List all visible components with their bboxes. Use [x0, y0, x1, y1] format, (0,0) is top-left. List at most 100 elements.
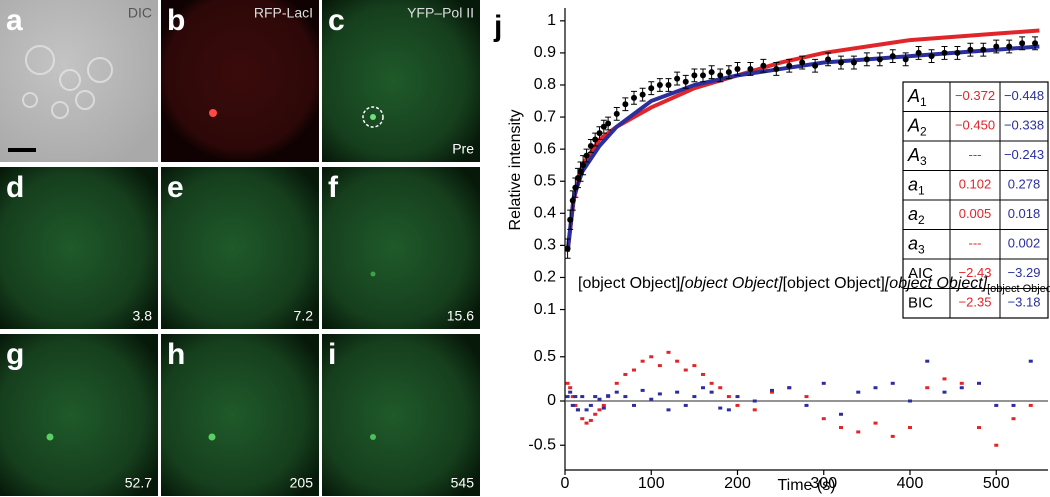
data-point: [569, 197, 576, 204]
data-point: [691, 72, 698, 79]
data-point: [1032, 40, 1039, 47]
residual-point: [632, 403, 636, 407]
row-symbol: a: [908, 233, 918, 253]
residual-point: [856, 430, 861, 434]
data-point: [786, 62, 793, 69]
cell-texture: [75, 90, 95, 110]
data-point: [708, 69, 715, 76]
residual-point: [735, 395, 740, 399]
residual-point: [873, 386, 878, 390]
spot: [370, 271, 376, 277]
row-subscript: 1: [918, 183, 925, 197]
residual-point: [709, 390, 714, 394]
x-tick-label: 300: [810, 475, 837, 492]
residual-point: [890, 381, 895, 385]
residual-point: [1011, 403, 1016, 407]
residual-point: [890, 434, 895, 438]
panel-time: 15.6: [447, 308, 474, 324]
row-subscript: 1: [920, 95, 927, 109]
residual-point: [580, 417, 585, 421]
data-point: [717, 72, 724, 79]
micrograph-panels: a DIC b RFP-LacI c YFP–Pol II Pre d 3.8 e 7.2 f 15.6…: [0, 0, 480, 496]
data-point: [622, 101, 629, 108]
panel-letter: e: [167, 171, 184, 204]
x-axis-label: Time (s): [777, 477, 835, 494]
data-point: [613, 110, 620, 117]
row-label: A2: [907, 115, 927, 138]
residual-point: [568, 386, 573, 390]
panel-time: 52.7: [125, 475, 152, 491]
blue-value: 0.278: [1008, 177, 1041, 192]
residual-point: [726, 395, 731, 399]
blue-value: 0.018: [1008, 206, 1041, 221]
formula-part: [object Object]: [884, 275, 988, 292]
residual-point: [657, 364, 662, 368]
data-point: [747, 65, 754, 72]
residual-point: [977, 381, 981, 385]
x-tick-label: 200: [724, 475, 751, 492]
panel-time: 205: [290, 475, 314, 491]
panel: d 3.8: [0, 167, 158, 329]
panel-time: Pre: [452, 141, 474, 157]
residual-point: [804, 403, 809, 407]
panel: i 545: [322, 334, 480, 496]
residual-point: [994, 443, 999, 447]
residual-point: [821, 417, 826, 421]
panel-image: [0, 167, 158, 329]
residual-point: [1028, 359, 1033, 363]
residual-point: [770, 390, 774, 394]
panel: g 52.7: [0, 334, 158, 496]
residual-point: [588, 403, 593, 407]
blue-value: −0.338: [1004, 118, 1044, 133]
data-point: [700, 72, 706, 79]
x-tick-label: 400: [897, 475, 924, 492]
data-point: [665, 81, 672, 88]
panel: h 205: [161, 334, 319, 496]
cell-texture: [87, 57, 113, 83]
red-value: −0.450: [955, 118, 995, 133]
y-axis-label: Relative intensity: [507, 110, 524, 231]
blue-value: −0.243: [1004, 147, 1044, 162]
residual-point: [632, 368, 636, 372]
panel: e 7.2: [161, 167, 319, 329]
cell-texture: [59, 69, 81, 91]
residual-point: [726, 408, 731, 412]
data-point: [580, 162, 587, 169]
panel-letter: f: [328, 171, 339, 204]
data-point: [967, 46, 974, 53]
y-tick-label: 0.3: [534, 237, 556, 254]
data-point: [760, 62, 767, 69]
panel-image: [161, 0, 319, 162]
panel-letter: a: [6, 4, 23, 37]
residual-point: [752, 408, 757, 412]
row-label: a2: [908, 204, 925, 227]
data-point: [980, 46, 987, 53]
residual-point: [565, 395, 570, 399]
residual-point: [959, 381, 964, 385]
row-subscript: 3: [920, 154, 927, 168]
data-point: [825, 56, 832, 63]
residual-point: [925, 359, 930, 363]
residual-point: [584, 421, 589, 425]
residual-point: [614, 381, 619, 385]
panel: a DIC: [0, 0, 158, 162]
red-value: 0.005: [959, 206, 992, 221]
row-label: A1: [907, 86, 927, 109]
cell-texture: [51, 101, 69, 119]
row-symbol: A: [907, 86, 920, 106]
y-tick-label: 0.8: [534, 76, 556, 93]
row-symbol: BIC: [908, 294, 933, 311]
blue-value: −3.18: [1008, 295, 1041, 310]
panel-image: [161, 167, 319, 329]
y-tick-label: 0.6: [534, 140, 556, 157]
formula-part: [object Object]: [987, 283, 1050, 295]
y-tick-label: -0.5: [528, 436, 556, 453]
residual-point: [994, 403, 999, 407]
row-label: BIC: [908, 294, 933, 311]
residual-point: [640, 359, 645, 363]
row-subscript: 2: [918, 213, 925, 227]
residual-point: [593, 395, 598, 399]
residual-point: [649, 397, 654, 401]
